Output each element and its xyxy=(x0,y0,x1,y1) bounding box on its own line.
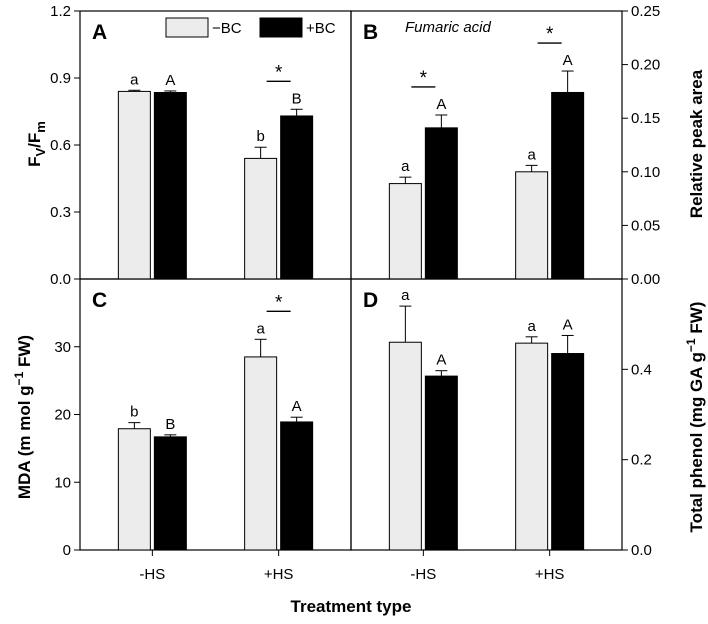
y-axis-label-C-tail: FW) xyxy=(15,335,34,372)
sig-letter-B: A xyxy=(563,52,573,69)
y-tick-label-A: 0.3 xyxy=(50,204,71,221)
y-tick-label-B: 0.15 xyxy=(631,110,660,127)
bar-B--HS-minus-bc xyxy=(388,183,422,280)
x-axis-label: Treatment type xyxy=(291,597,412,616)
bar-A--HS-plus-bc xyxy=(153,92,187,280)
significance-star-B: * xyxy=(546,24,554,45)
sig-letter-A: a xyxy=(130,71,139,88)
sig-letter-B: A xyxy=(436,96,446,113)
y-axis-label-A-main: F xyxy=(25,156,44,166)
bar-A-+HS-minus-bc xyxy=(244,157,278,280)
y-axis-label-D-tail: FW) xyxy=(687,302,706,339)
legend: −BC +BC xyxy=(165,17,336,38)
sig-letter-D: a xyxy=(527,318,536,335)
y-axis-label-A-mid: /F xyxy=(25,133,44,148)
y-tick-label-D: 0.4 xyxy=(631,361,652,378)
significance-star-A: * xyxy=(275,62,283,83)
y-axis-label-C-sup: −1 xyxy=(12,371,26,385)
y-axis-label-D-main: Total phenol (mg GA g xyxy=(687,352,706,532)
panel-D: 0.0 0.2 0.4 -HS +HS D a Aa A xyxy=(350,278,652,583)
y-tick-label-C: 10 xyxy=(54,474,71,491)
bar-D--HS-minus-bc xyxy=(388,341,422,551)
sig-letter-D: A xyxy=(436,352,446,369)
panel-A: 0.0 0.3 0.6 0.9 1.2 Aa Ab B * xyxy=(50,3,352,288)
y-tick-label-B: 0.10 xyxy=(631,164,660,181)
sig-letter-D: a xyxy=(401,287,410,304)
y-tick-label-D: 0.0 xyxy=(631,542,652,559)
y-tick-label-D: 0.2 xyxy=(631,452,652,469)
y-axis-label-A-sub1: V xyxy=(33,147,48,156)
panel-letter-D: D xyxy=(363,289,378,312)
y-axis-label-D: Total phenol (mg GA g−1 FW) xyxy=(684,302,706,533)
y-tick-label-A: 0.0 xyxy=(50,271,71,288)
y-axis-label-A: FV/Fm xyxy=(25,121,48,167)
y-axis-label-C-main: MDA (m mol g xyxy=(15,385,34,499)
y-tick-label-C: 0 xyxy=(63,542,71,559)
bar-B-+HS-plus-bc xyxy=(551,91,585,280)
sig-letter-A: b xyxy=(256,128,264,145)
x-tick-label-C: +HS xyxy=(264,566,294,583)
sig-letter-D: A xyxy=(563,316,573,333)
sig-letter-B: a xyxy=(401,158,410,175)
sig-letter-C: B xyxy=(165,416,175,433)
bar-C-+HS-plus-bc xyxy=(280,421,314,551)
legend-label-minus-bc: −BC xyxy=(212,20,242,37)
sig-letter-C: a xyxy=(256,320,265,337)
bar-B-+HS-minus-bc xyxy=(515,171,549,280)
panel-letter-B: B xyxy=(363,21,378,44)
bar-C--HS-minus-bc xyxy=(117,428,151,551)
bar-C-+HS-minus-bc xyxy=(244,356,278,551)
bar-D-+HS-minus-bc xyxy=(515,342,549,551)
y-axis-label-D-sup: −1 xyxy=(684,338,698,352)
bar-B--HS-plus-bc xyxy=(424,127,458,280)
legend-swatch-plus-bc xyxy=(259,17,303,38)
y-tick-label-A: 0.9 xyxy=(50,70,71,87)
y-axis-label-A-sub2: m xyxy=(33,121,48,133)
panel-C: 0 10 20 30 -HS +HS Cb Ba A * xyxy=(54,278,352,583)
significance-star-B: * xyxy=(420,68,428,89)
panel-title-B: Fumaric acid xyxy=(405,19,492,36)
y-axis-label-B: Relative peak area xyxy=(687,69,706,218)
y-tick-label-C: 30 xyxy=(54,339,71,356)
sig-letter-A: A xyxy=(165,72,175,89)
panel-letter-C: C xyxy=(92,289,107,312)
y-tick-label-A: 0.6 xyxy=(50,137,71,154)
panel-B: 0.00 0.05 0.10 0.15 0.20 0.25 B Fumaric acid a A *… xyxy=(350,3,660,288)
sig-letter-C: A xyxy=(292,398,302,415)
y-tick-label-A: 1.2 xyxy=(50,3,71,20)
bar-D--HS-plus-bc xyxy=(424,375,458,551)
y-tick-label-B: 0.25 xyxy=(631,3,660,20)
y-tick-label-B: 0.00 xyxy=(631,271,660,288)
bar-C--HS-plus-bc xyxy=(153,436,187,551)
legend-swatch-minus-bc xyxy=(165,17,209,38)
sig-letter-C: b xyxy=(130,404,138,421)
sig-letter-A: B xyxy=(292,90,302,107)
legend-label-plus-bc: +BC xyxy=(306,20,336,37)
y-tick-label-C: 20 xyxy=(54,407,71,424)
x-tick-label-D: +HS xyxy=(535,566,565,583)
x-tick-label-C: -HS xyxy=(139,566,165,583)
y-axis-label-C: MDA (m mol g−1 FW) xyxy=(12,335,34,499)
sig-letter-B: a xyxy=(527,146,536,163)
y-tick-label-B: 0.20 xyxy=(631,57,660,74)
panel-letter-A: A xyxy=(92,21,107,44)
x-tick-label-D: -HS xyxy=(410,566,436,583)
bar-A--HS-minus-bc xyxy=(117,90,151,280)
significance-star-C: * xyxy=(275,292,283,313)
y-tick-label-B: 0.05 xyxy=(631,217,660,234)
bar-A-+HS-plus-bc xyxy=(280,115,314,280)
panel-frame-D xyxy=(350,278,623,551)
bar-D-+HS-plus-bc xyxy=(551,353,585,551)
